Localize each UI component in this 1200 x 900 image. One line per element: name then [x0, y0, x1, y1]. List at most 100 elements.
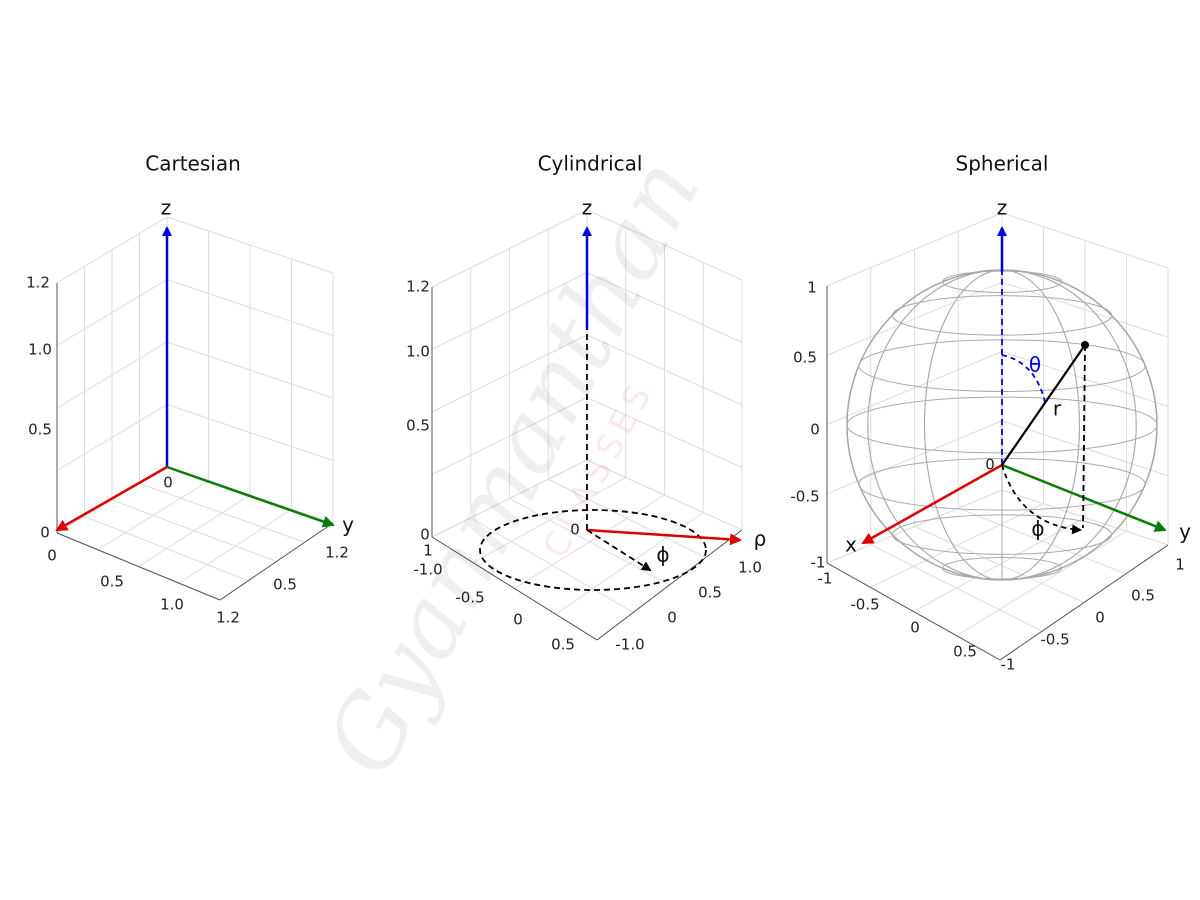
tick-label: 1: [423, 542, 433, 560]
grid-line: [586, 272, 743, 343]
grid-line: [178, 508, 292, 584]
box-edge: [431, 536, 598, 641]
origin-label: 0: [985, 456, 995, 474]
box-edge: [56, 532, 221, 601]
box-edge: [596, 529, 743, 641]
grid-line: [470, 517, 634, 613]
tick-label: 0.5: [406, 417, 430, 435]
phi-arrow: [586, 529, 652, 572]
tick-label: 0: [1095, 609, 1105, 627]
tick-label: -0.5: [790, 488, 819, 506]
tick-label: 1: [1175, 556, 1185, 574]
grid-line: [870, 544, 1043, 632]
r-vector: [1001, 344, 1086, 466]
tick-label: 0: [420, 526, 430, 544]
box-edge: [999, 544, 1169, 661]
angle-label: θ: [1029, 353, 1041, 377]
tick-label: 0.5: [100, 573, 124, 591]
tick-label: 1.2: [26, 274, 50, 292]
origin-label: 0: [570, 521, 580, 539]
axis-label: y: [1179, 520, 1191, 544]
grid-line: [826, 212, 1003, 287]
grid-line: [166, 341, 334, 399]
grid-line: [111, 499, 277, 562]
grid-line: [586, 209, 743, 281]
axis-label: ρ: [754, 527, 767, 551]
tick-label: -1.0: [413, 561, 442, 579]
panel-title: Spherical: [956, 152, 1049, 176]
grid-line: [914, 526, 1085, 603]
tick-label: 0.5: [551, 636, 575, 654]
tick-label: 0.5: [793, 349, 817, 367]
grid-line: [586, 334, 743, 406]
x-axis: [55, 465, 168, 532]
tick-label: 1.0: [28, 341, 52, 359]
panel-title: Cartesian: [145, 152, 241, 176]
axis-label: z: [997, 196, 1008, 220]
vector-label: r: [1053, 397, 1062, 421]
grid-layer: [56, 209, 1169, 661]
grid-line: [166, 279, 334, 336]
grid-line: [56, 216, 168, 284]
rho-axis: [586, 528, 742, 546]
tick-label: -0.5: [850, 596, 879, 614]
grid-line: [431, 209, 588, 288]
axis-label: z: [582, 196, 593, 220]
grid-line: [431, 272, 588, 350]
theta-arc: [1001, 354, 1046, 403]
axis-label: x: [845, 533, 857, 557]
tick-label: -1: [818, 570, 833, 588]
tick-label: 0.5: [273, 576, 297, 594]
box-edge: [219, 522, 334, 601]
grid-line: [555, 512, 704, 615]
grid-line: [56, 341, 168, 409]
tick-label: 1.2: [406, 278, 430, 296]
grid-line: [1001, 212, 1169, 269]
tick-label: 0.5: [953, 643, 977, 661]
tick-label: 0.5: [698, 584, 722, 602]
grid-line: [56, 279, 168, 346]
tick-label: 0: [910, 619, 920, 637]
tick-label: -0.5: [455, 589, 484, 607]
tick-label: -1.0: [615, 636, 644, 654]
cylindrical-panel: Cylindrical z ρ ϕ 0 1.2 1.0 0.5 0 1 -1.0…: [406, 152, 766, 654]
tick-label: 0: [47, 547, 57, 565]
axis-label: y: [342, 513, 354, 537]
tick-label: -1: [811, 554, 826, 572]
tick-label: 0: [513, 611, 523, 629]
grid-line: [166, 216, 334, 274]
origin-label: 0: [163, 474, 173, 492]
cartesian-panel: Cartesian z y 0 1.2 1.0 0.5 0 0 0.5 1.0 …: [26, 152, 354, 627]
grid-line: [431, 334, 588, 413]
tick-label: 0: [667, 609, 677, 627]
grid-line: [956, 530, 1127, 637]
tick-label: 0: [40, 524, 50, 542]
circle: [479, 509, 707, 591]
phi-arc: [1001, 464, 1082, 535]
x-axis: [861, 463, 1003, 545]
grid-line: [84, 516, 249, 582]
angle-label: ϕ: [656, 543, 669, 567]
tick-label: 1.2: [216, 609, 240, 627]
tick-label: 0.5: [1131, 587, 1155, 605]
angle-label: ϕ: [1031, 517, 1044, 541]
y-axis: [166, 465, 335, 528]
sphere: [846, 269, 1158, 581]
panel-title: Cylindrical: [538, 152, 643, 176]
tick-label: -1: [1001, 656, 1016, 674]
tick-label: 1.0: [406, 343, 430, 361]
tick-label: 0: [810, 421, 820, 439]
tick-label: 1.0: [160, 596, 184, 614]
tick-label: -0.5: [1040, 631, 1069, 649]
axis-label: z: [161, 196, 172, 220]
tick-label: 1.0: [738, 559, 762, 577]
box-edge: [826, 562, 1001, 661]
tick-label: 1: [807, 279, 817, 297]
tick-label: 1.2: [325, 544, 349, 562]
spherical-panel: Spherical z x y θ r ϕ 0 1 0.5 0 -0.5 -1 …: [790, 152, 1191, 674]
grid-line: [826, 351, 1003, 425]
tick-label: 0.5: [28, 421, 52, 439]
grid-line: [826, 281, 1003, 356]
watermark: Gyanmanthan: [304, 140, 722, 793]
